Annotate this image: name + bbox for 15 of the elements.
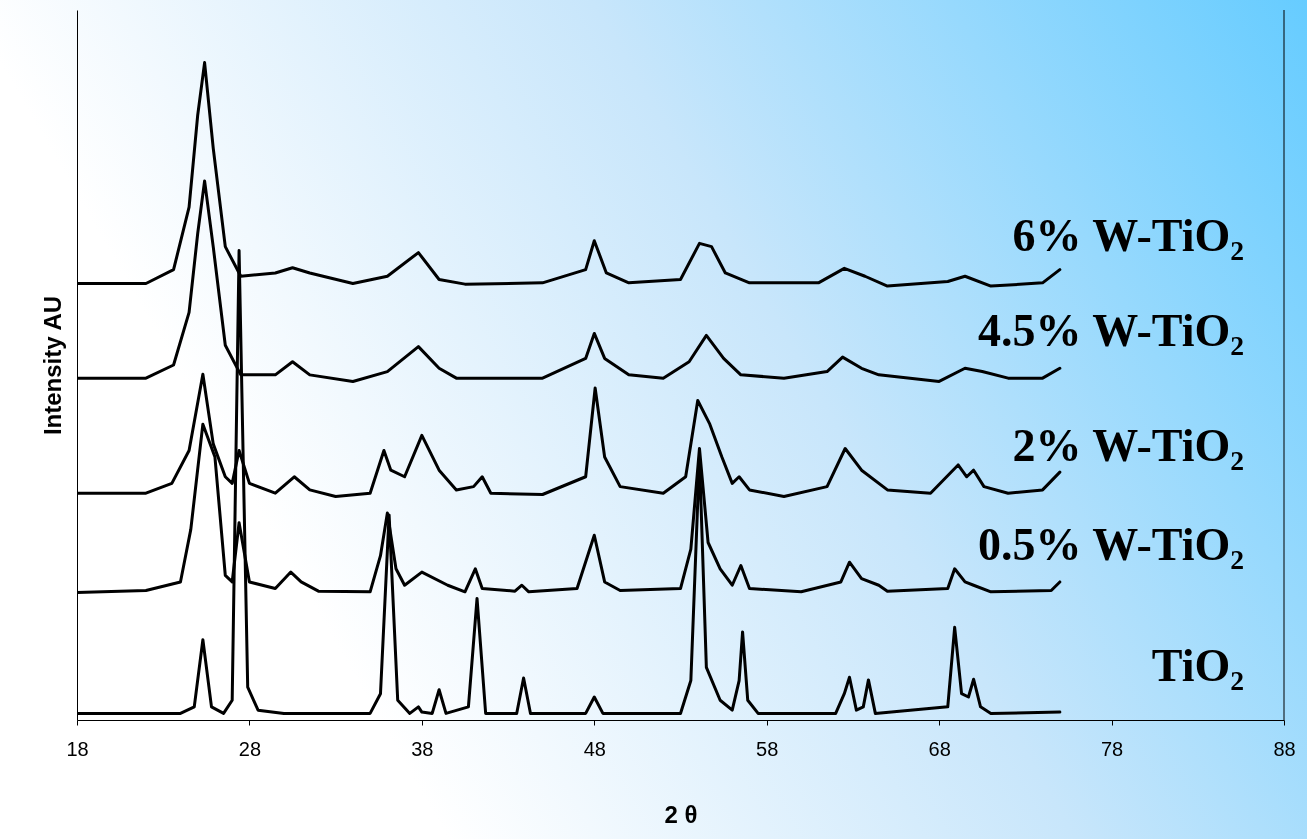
x-tick-label: 28	[238, 737, 262, 760]
x-tick-label: 58	[756, 737, 779, 760]
x-tick-label: 68	[928, 737, 951, 760]
y-axis-title: Intensity AU	[38, 295, 66, 436]
x-tick-label: 18	[66, 737, 89, 760]
x-tick-label: 48	[583, 737, 606, 760]
series-label: 2% W-TiO₂	[1012, 420, 1244, 472]
series-label: 0.5% W-TiO₂	[978, 519, 1244, 571]
text: TiO₂	[1151, 640, 1244, 692]
series-label: 6% W-TiO₂	[1012, 210, 1244, 262]
series-label: 4.5% W-TiO₂	[978, 305, 1244, 357]
x-tick-label: 38	[411, 737, 434, 760]
x-axis-title: 2 θ	[664, 800, 698, 828]
x-tick-label: 88	[1273, 737, 1296, 760]
x-tick-label: 78	[1100, 737, 1124, 760]
